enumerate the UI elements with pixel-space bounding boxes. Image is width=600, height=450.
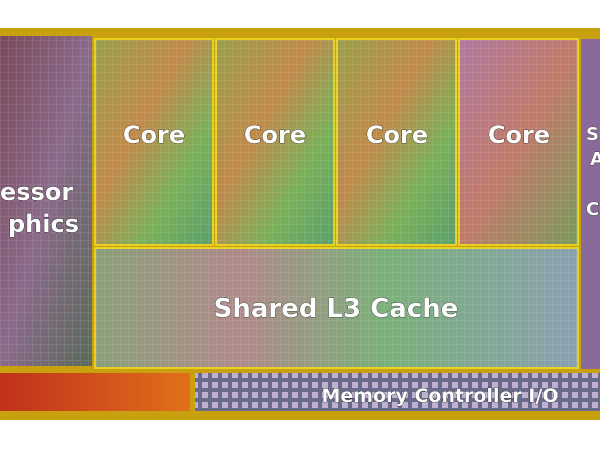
memory-io-block bbox=[195, 373, 600, 411]
agent-label: C bbox=[586, 199, 599, 220]
core-label: Core bbox=[244, 121, 306, 149]
memory-label: Memory Controller I/O bbox=[321, 385, 558, 407]
bottom-margin bbox=[0, 420, 600, 450]
agent-label: A bbox=[590, 149, 600, 170]
graphics-texture bbox=[0, 36, 92, 366]
core-label: Core bbox=[123, 121, 185, 149]
agent-block bbox=[581, 39, 600, 369]
agent-label: S bbox=[586, 124, 599, 145]
io-red-block bbox=[0, 373, 190, 411]
graphics-label: phics bbox=[8, 210, 79, 238]
core-texture bbox=[95, 39, 578, 245]
cache-label: Shared L3 Cache bbox=[214, 294, 459, 324]
core-label: Core bbox=[488, 121, 550, 149]
graphics-label: essor bbox=[0, 178, 73, 206]
core-label: Core bbox=[366, 121, 428, 149]
cache-texture bbox=[95, 248, 578, 368]
